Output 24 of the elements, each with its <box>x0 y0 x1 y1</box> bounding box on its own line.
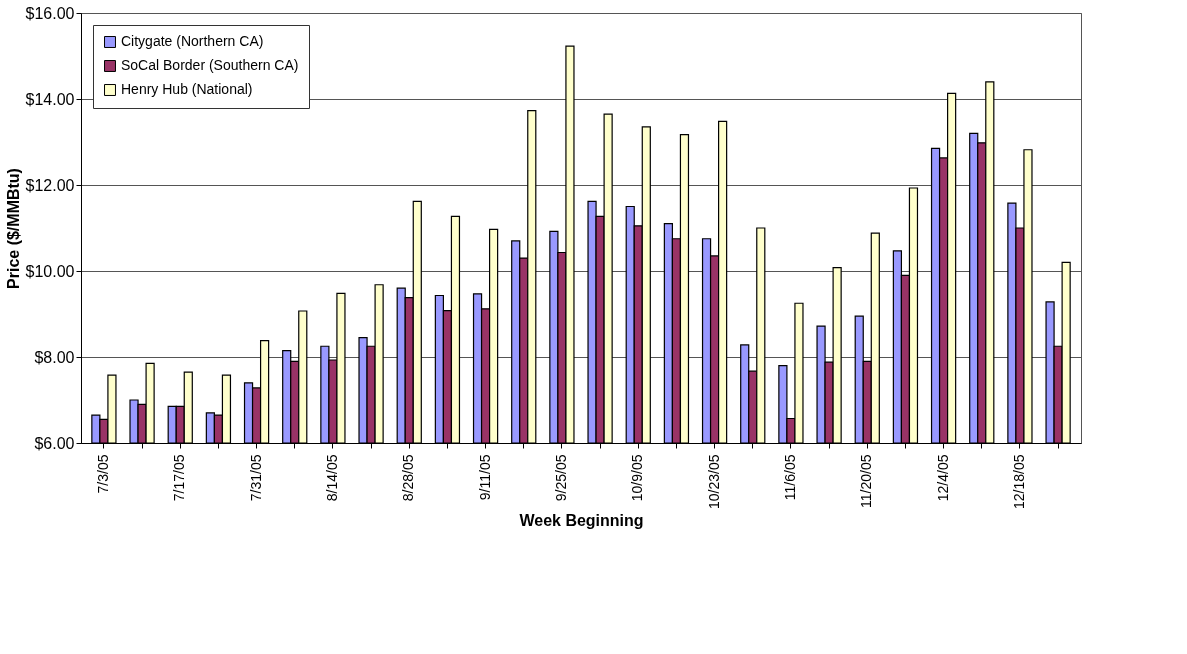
x-tick-label: 8/14/05 <box>323 454 340 502</box>
x-axis-title: Week Beginning <box>519 512 644 529</box>
y-tick-label: $14.00 <box>25 90 75 108</box>
legend-label: Citygate (Northern CA) <box>121 33 264 49</box>
x-tick-label: 11/6/05 <box>781 454 798 501</box>
y-tick-label: $8.00 <box>34 348 75 366</box>
x-tick-label: 10/9/05 <box>629 454 646 502</box>
legend-label: Henry Hub (National) <box>121 81 253 97</box>
y-axis-title: Price ($/MMBtu) <box>4 168 22 289</box>
x-tick-label: 9/25/05 <box>552 454 569 502</box>
x-tick-label: 11/20/05 <box>858 454 875 508</box>
y-tick-label: $10.00 <box>25 262 75 280</box>
y-tick-label: $16.00 <box>25 4 75 22</box>
x-tick-label: 9/11/05 <box>476 454 493 501</box>
y-tick-label: $6.00 <box>34 434 75 452</box>
legend-label: SoCal Border (Southern CA) <box>121 57 299 73</box>
x-tick-label: 7/3/05 <box>94 454 111 494</box>
x-tick-label: 8/28/05 <box>400 454 417 502</box>
x-tick-label: 10/23/05 <box>705 454 722 509</box>
x-tick-label: 12/4/05 <box>934 454 951 502</box>
y-tick-label: $12.00 <box>25 176 75 194</box>
x-tick-label: 7/31/05 <box>247 454 264 502</box>
x-tick-label: 12/18/05 <box>1010 454 1027 509</box>
x-tick-label: 7/17/05 <box>171 454 188 502</box>
